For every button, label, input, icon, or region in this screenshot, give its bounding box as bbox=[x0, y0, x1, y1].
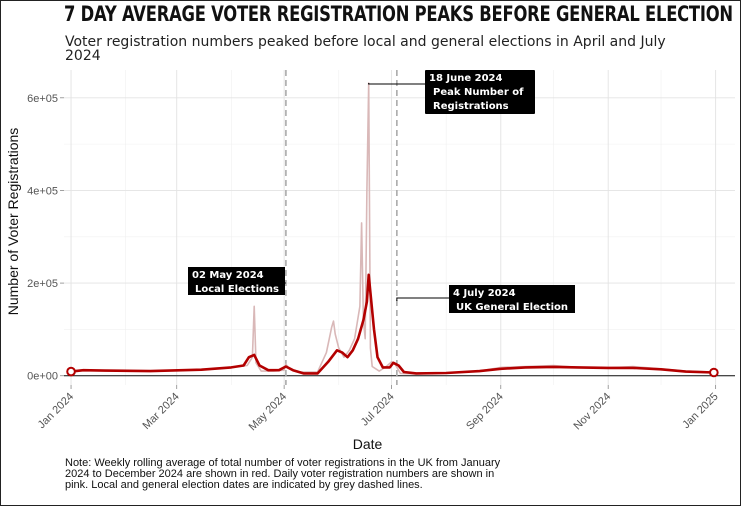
local-elections-text: Local Elections bbox=[195, 284, 279, 295]
chart-subtitle: Voter registration numbers peaked before… bbox=[65, 34, 666, 64]
daily-registrations-line bbox=[70, 82, 714, 375]
chart-title: 7 DAY AVERAGE VOTER REGISTRATION PEAKS B… bbox=[64, 2, 733, 26]
y-axis-title: Number of Voter Registrations bbox=[5, 128, 21, 316]
y-tick-label: 2e+05 bbox=[27, 278, 58, 290]
peak-annotation-box bbox=[425, 70, 535, 114]
peak-annotation-text: Peak Number of bbox=[433, 87, 524, 98]
series-start-marker bbox=[66, 366, 76, 377]
general-election-text: UK General Election bbox=[456, 302, 568, 313]
general-election-text: 4 July 2024 bbox=[453, 288, 516, 299]
y-tick-label: 6e+05 bbox=[27, 93, 58, 105]
peak-annotation-text: Registrations bbox=[433, 101, 509, 112]
series-end-marker bbox=[709, 367, 719, 378]
peak-annotation-text: 18 June 2024 bbox=[429, 73, 502, 84]
x-tick-label: Nov 2024 bbox=[572, 391, 614, 433]
chart-note: Note: Weekly rolling average of total nu… bbox=[65, 457, 501, 491]
peak-annotation-leader bbox=[368, 82, 425, 85]
x-tick-label: May 2024 bbox=[247, 391, 290, 434]
general-election-box bbox=[449, 285, 575, 313]
x-tick-label: Jul 2024 bbox=[359, 391, 397, 429]
x-axis-title: Date bbox=[353, 436, 383, 452]
x-tick-label: Mar 2024 bbox=[140, 391, 181, 432]
y-tick-label: 0e+00 bbox=[27, 371, 58, 383]
x-tick-label: Jan 2024 bbox=[36, 391, 76, 431]
y-tick-label: 4e+05 bbox=[27, 185, 58, 197]
local-elections-box bbox=[188, 267, 285, 295]
general-election-leader bbox=[396, 297, 449, 301]
local-elections-text: 02 May 2024 bbox=[192, 270, 264, 281]
seven-day-average-line bbox=[70, 273, 714, 375]
x-tick-label: Sep 2024 bbox=[464, 391, 506, 433]
x-tick-label: Jan 2025 bbox=[680, 391, 720, 431]
